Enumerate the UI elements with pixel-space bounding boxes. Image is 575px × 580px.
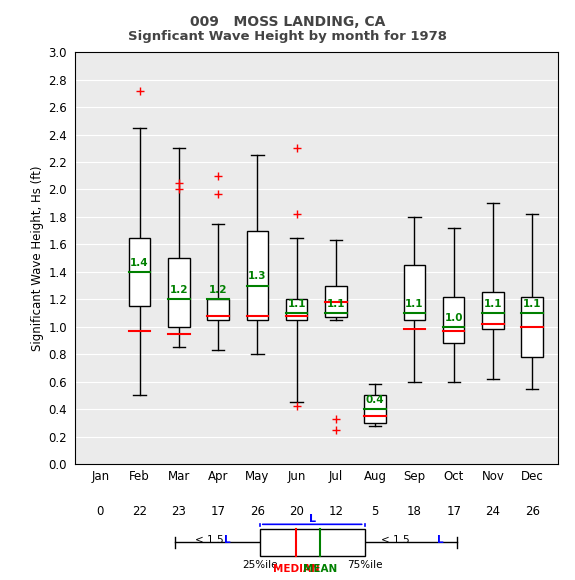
Text: 25%ile: 25%ile [242,560,278,570]
Text: 12: 12 [328,505,343,518]
Text: 18: 18 [407,505,422,518]
Bar [404,265,426,320]
Text: 17: 17 [210,505,225,518]
Bar [260,529,365,556]
Bar [247,231,268,320]
Text: 1.1: 1.1 [327,299,345,309]
Text: 20: 20 [289,505,304,518]
Bar [365,396,386,423]
Text: 0.4: 0.4 [366,395,385,405]
Text: L: L [437,535,444,545]
Text: 22: 22 [132,505,147,518]
Text: 17: 17 [446,505,461,518]
Text: Signficant Wave Height by month for 1978: Signficant Wave Height by month for 1978 [128,30,447,43]
Text: 24: 24 [485,505,500,518]
Text: 75%ile: 75%ile [347,560,382,570]
Text: 1.1: 1.1 [288,299,306,309]
Text: 1.1: 1.1 [405,299,424,309]
Bar [522,296,543,357]
Text: 5: 5 [371,505,379,518]
Text: 1.3: 1.3 [248,271,267,281]
Bar [325,285,347,317]
Text: 1.1: 1.1 [484,299,502,309]
Text: MEDIAN: MEDIAN [273,564,320,574]
Text: < 1.5: < 1.5 [381,535,409,545]
Text: 1.2: 1.2 [170,285,188,295]
Text: L: L [224,535,231,545]
Text: 23: 23 [171,505,186,518]
Text: 1.0: 1.0 [444,313,463,322]
Text: 26: 26 [250,505,265,518]
Text: MEAN: MEAN [303,564,338,574]
Bar [129,238,150,306]
Text: 1.2: 1.2 [209,285,227,295]
Text: 009   MOSS LANDING, CA: 009 MOSS LANDING, CA [190,14,385,28]
Text: 26: 26 [525,505,540,518]
Bar [207,299,229,320]
Text: 1.1: 1.1 [523,299,542,309]
Bar [482,292,504,329]
Bar [443,296,465,343]
Bar [168,258,190,327]
Text: < 1.5: < 1.5 [195,535,224,545]
Text: 0: 0 [97,505,104,518]
Text: 1.4: 1.4 [130,258,149,268]
Bar [286,299,308,320]
Y-axis label: Significant Wave Height, Hs (ft): Significant Wave Height, Hs (ft) [31,165,44,351]
Text: L: L [309,513,316,524]
